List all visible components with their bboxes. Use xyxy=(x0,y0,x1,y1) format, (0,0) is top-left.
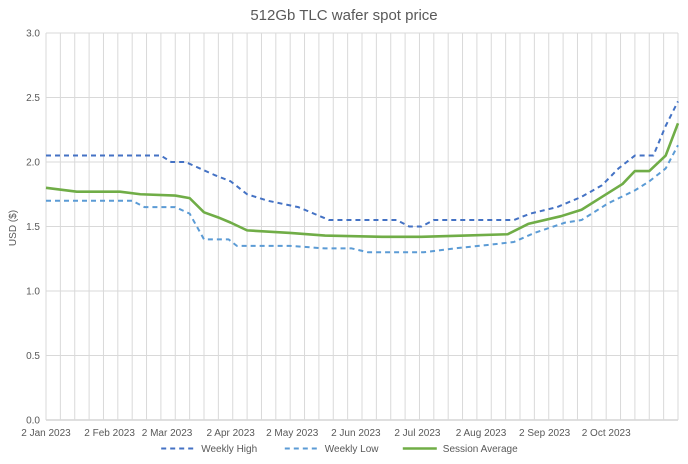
x-tick-label: 2 Jun 2023 xyxy=(331,428,381,439)
y-tick-label: 2.5 xyxy=(26,93,40,104)
x-tick-label: 2 May 2023 xyxy=(266,428,319,439)
x-tick-label: 2 Jan 2023 xyxy=(21,428,71,439)
y-tick-label: 0.0 xyxy=(26,416,40,427)
x-tick-label: 2 Sep 2023 xyxy=(519,428,571,439)
y-tick-label: 1.0 xyxy=(26,287,40,298)
x-tick-label: 2 Oct 2023 xyxy=(582,428,631,439)
y-tick-label: 0.5 xyxy=(26,351,40,362)
x-tick-label: 2 Jul 2023 xyxy=(394,428,441,439)
y-tick-label: 1.5 xyxy=(26,222,40,233)
legend-label-weekly-high: Weekly High xyxy=(201,444,257,455)
legend: Weekly High Weekly Low Session Average xyxy=(161,444,518,455)
series-line-weekly-low xyxy=(46,144,679,254)
legend-label-session-average: Session Average xyxy=(443,444,518,455)
series-lines xyxy=(45,100,680,254)
legend-label-weekly-low: Weekly Low xyxy=(325,444,380,455)
y-tick-label: 3.0 xyxy=(26,29,40,40)
x-tick-label: 2 Mar 2023 xyxy=(142,428,193,439)
y-axis-ticks: 0.0 0.5 1.0 1.5 2.0 2.5 3.0 xyxy=(26,29,40,427)
y-axis-title: USD ($) xyxy=(8,210,19,246)
series-line-weekly-high xyxy=(46,100,679,228)
x-tick-label: 2 Feb 2023 xyxy=(84,428,135,439)
chart-title: 512Gb TLC wafer spot price xyxy=(250,7,437,24)
x-tick-label: 2 Aug 2023 xyxy=(456,428,507,439)
x-tick-label: 2 Apr 2023 xyxy=(206,428,255,439)
gridlines xyxy=(45,32,679,421)
x-axis-ticks: 2 Jan 2023 2 Feb 2023 2 Mar 2023 2 Apr 2023… xyxy=(21,428,631,439)
y-tick-label: 2.0 xyxy=(26,158,40,169)
series-line-session-average xyxy=(45,122,680,239)
